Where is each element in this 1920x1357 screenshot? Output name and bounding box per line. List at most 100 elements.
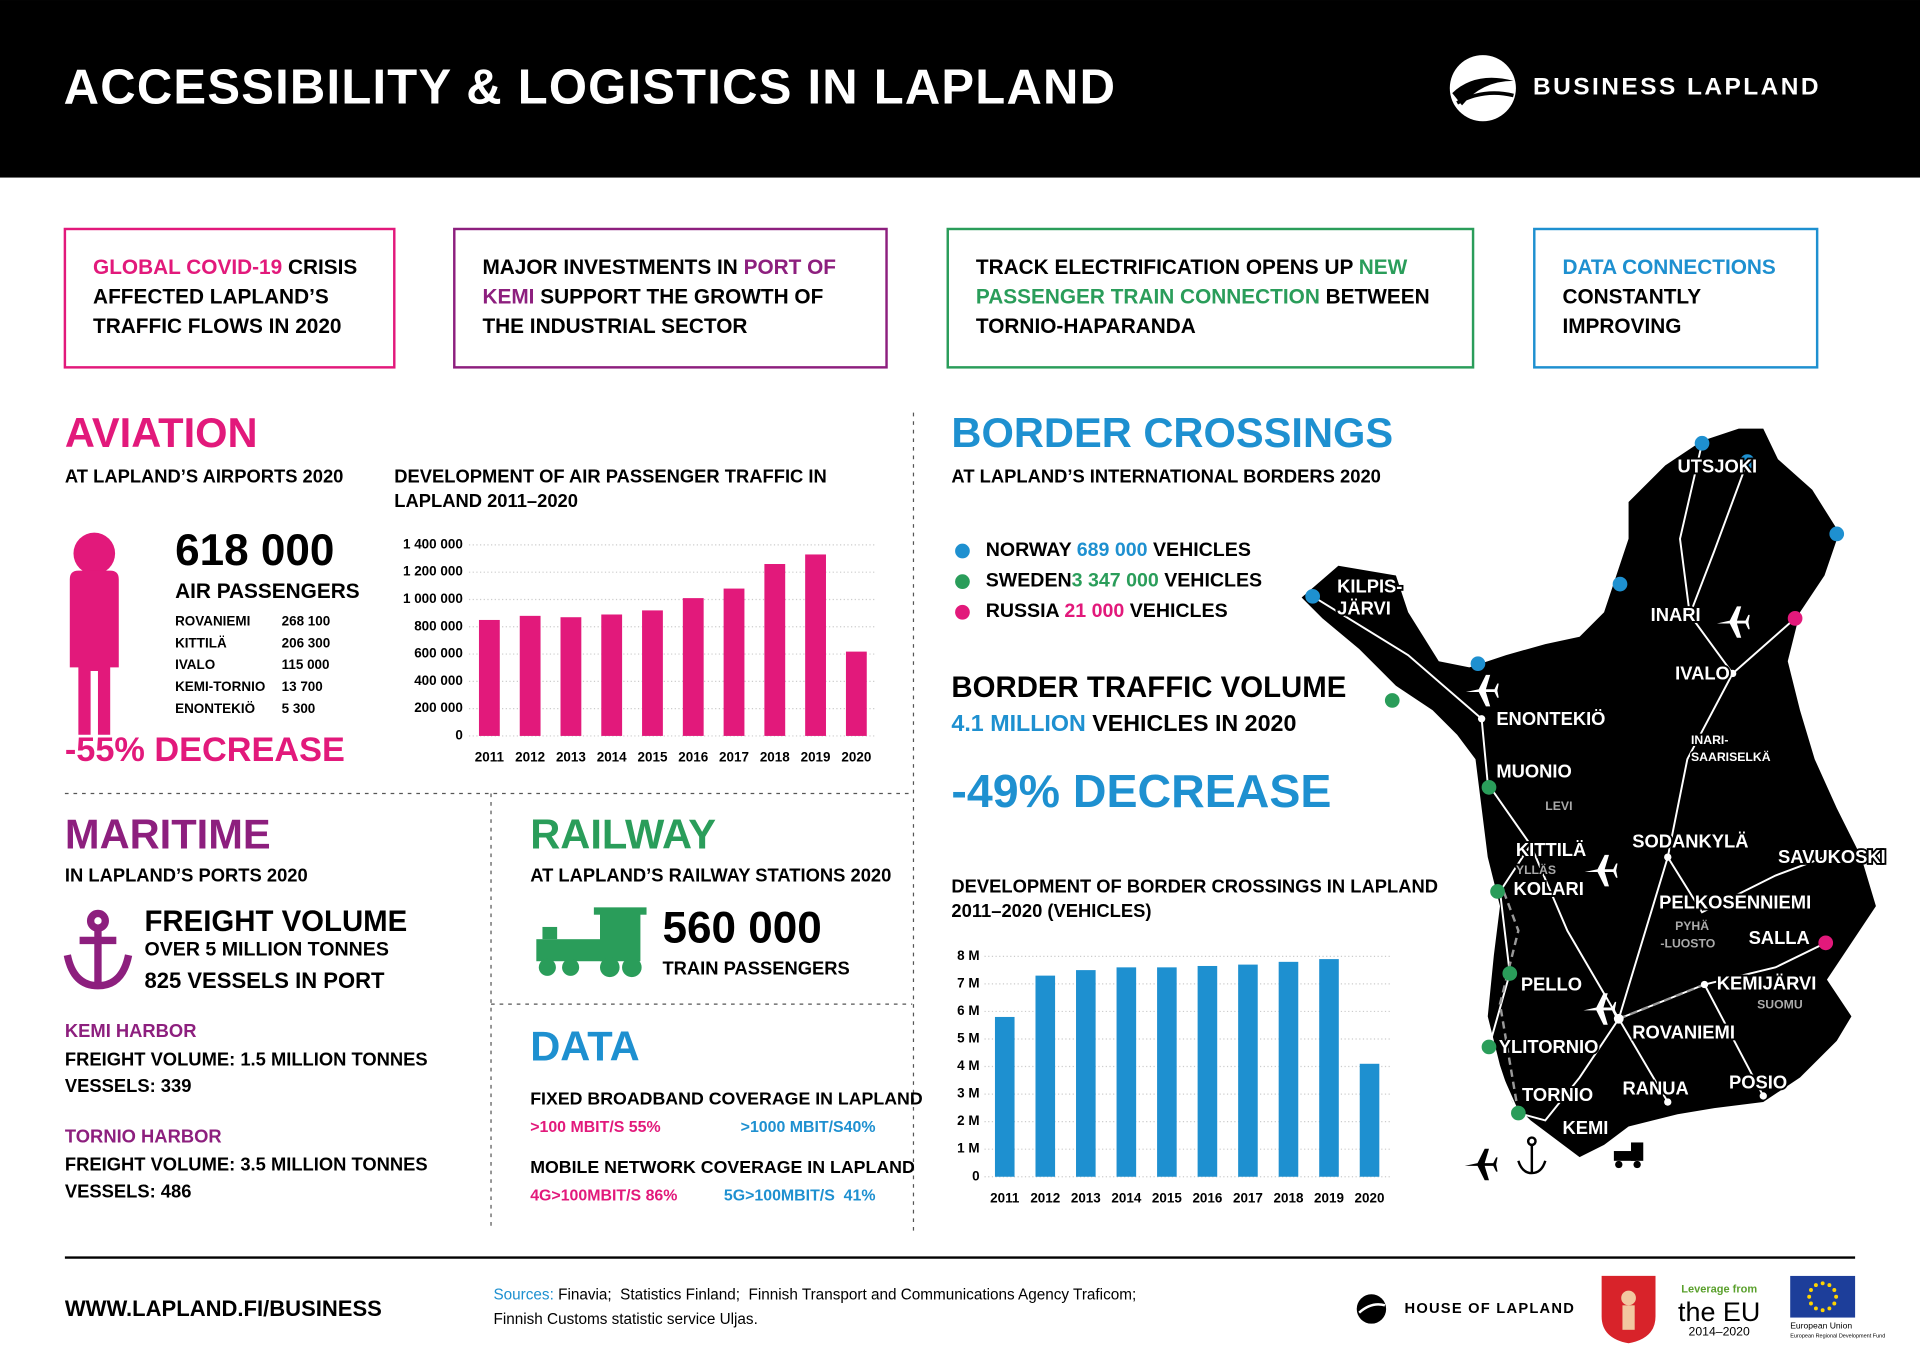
x-tick-label: 2015: [1152, 1190, 1182, 1205]
highlight-box: [453, 227, 888, 369]
text-segment: VEHICLES: [1148, 539, 1251, 561]
text-segment: IMPROVING: [1562, 314, 1681, 337]
eu-leverage: 2014–2020: [1689, 1324, 1750, 1338]
x-tick-label: 2012: [515, 750, 545, 765]
eu-star: [1827, 1306, 1832, 1311]
place-label: KEMI: [1562, 1117, 1608, 1138]
airport-name: ROVANIEMI: [175, 614, 250, 629]
eu-star: [1813, 1306, 1818, 1311]
y-tick-label: 800 000: [414, 618, 463, 633]
text-segment: NORWAY: [986, 539, 1077, 561]
place-label: TORNIO: [1522, 1084, 1593, 1105]
bar: [682, 598, 704, 736]
text-segment: PASSENGER TRAIN CONNECTION: [976, 285, 1320, 308]
airport-name: KEMI-TORNIO: [175, 679, 265, 694]
text-segment: THE INDUSTRIAL SECTOR: [482, 314, 747, 337]
x-tick-label: 2015: [638, 750, 668, 765]
border-crossing-dot: [1612, 576, 1628, 592]
x-tick-label: 2017: [1233, 1190, 1263, 1205]
place-label: PYHÄ: [1675, 918, 1709, 933]
border-crossing-dot: [1490, 884, 1505, 899]
text-segment: Sources:: [493, 1287, 553, 1304]
text-segment: SWEDEN: [986, 570, 1072, 592]
border-crossing-dot: [1502, 966, 1518, 981]
y-tick-label: 1 200 000: [403, 564, 463, 579]
border-crossing-dot: [1787, 611, 1803, 626]
text-segment: KEMI: [482, 285, 534, 308]
coverage-value: 4G>100MBIT/S 86%: [530, 1188, 677, 1205]
website: WWW.LAPLAND.FI/BUSINESS: [65, 1296, 382, 1321]
person-icon: [69, 532, 119, 735]
headline-label: TRAIN PASSENGERS: [662, 958, 849, 979]
place-label: SODANKYLÄ: [1632, 830, 1748, 851]
coverage-title: FIXED BROADBAND COVERAGE IN LAPLAND: [530, 1088, 923, 1108]
legend-entry: SWEDEN3 347 000 VEHICLES: [986, 570, 1262, 592]
place-label: YLLÄS: [1516, 862, 1556, 877]
y-tick-label: 4 M: [957, 1058, 979, 1073]
x-tick-label: 2014: [1111, 1190, 1141, 1205]
text-segment: MAJOR INVESTMENTS IN: [482, 256, 743, 279]
text-segment: 689 000: [1077, 539, 1148, 561]
map: [1301, 428, 1876, 1181]
border-crossing-dot: [1818, 935, 1834, 951]
y-tick-label: 600 000: [414, 646, 463, 661]
footer-logos: [1356, 1275, 1856, 1344]
bar: [1238, 964, 1258, 1177]
y-tick-label: 6 M: [957, 1003, 979, 1018]
place-label: SUOMU: [1757, 998, 1803, 1012]
bar: [478, 619, 500, 736]
harbor-name: TORNIO HARBOR: [65, 1125, 222, 1146]
text-segment: AFFECTED LAPLAND’S: [93, 285, 329, 308]
eu-star: [1827, 1283, 1832, 1288]
bar: [994, 1016, 1015, 1177]
text-segment: CRISIS: [282, 256, 357, 279]
headline-number: 618 000: [175, 526, 334, 575]
sources-line: Finnish Customs statistic service Uljas.: [493, 1311, 757, 1328]
x-tick-label: 2020: [1355, 1190, 1385, 1205]
train-icon: [536, 907, 647, 978]
coverage-value: >100 MBIT/S 55%: [530, 1119, 660, 1136]
section-title: RAILWAY: [530, 811, 716, 858]
y-tick-label: 3 M: [957, 1086, 979, 1101]
railway-line: [1618, 983, 1705, 1020]
section-title: MARITIME: [65, 811, 271, 858]
eu-label: European Union: [1790, 1320, 1852, 1330]
bar: [805, 554, 826, 736]
eu-star: [1809, 1288, 1813, 1292]
place-label: INARI: [1651, 604, 1701, 625]
x-tick-label: 2013: [556, 750, 586, 765]
y-tick-label: 1 000 000: [403, 591, 463, 606]
x-tick-label: 2014: [597, 750, 627, 765]
bar: [1197, 965, 1218, 1177]
highlight-text: CONSTANTLY: [1562, 285, 1701, 308]
text-segment: 4.1 MILLION: [951, 710, 1085, 736]
legend-dot: [955, 574, 970, 589]
text-segment: GLOBAL COVID-19: [93, 256, 282, 279]
text-segment: Finavia; Statistics Finland; Finnish Tra…: [554, 1287, 1136, 1304]
bar: [1319, 959, 1339, 1177]
airport-value: 206 300: [282, 635, 331, 650]
airport-value: 268 100: [282, 614, 331, 629]
bar: [1157, 967, 1177, 1177]
highlight-box: [1533, 227, 1819, 369]
x-tick-label: 2016: [1192, 1190, 1222, 1205]
eu-star: [1820, 1308, 1825, 1313]
highlight-text: IMPROVING: [1562, 314, 1681, 337]
place-label: LEVI: [1545, 799, 1572, 813]
brand-name: BUSINESS LAPLAND: [1533, 74, 1821, 101]
place-label: -LUOSTO: [1660, 936, 1715, 950]
section-subtitle: AT LAPLAND’S AIRPORTS 2020: [65, 465, 344, 486]
anchor-icon: [63, 909, 133, 990]
text-segment: PORT OF: [744, 256, 836, 279]
airport-value: 13 700: [282, 679, 323, 694]
coverage-value: >1000 MBIT/S40%: [741, 1119, 876, 1136]
section-subtitle: AT LAPLAND’S INTERNATIONAL BORDERS 2020: [951, 465, 1380, 486]
airport-name: ENONTEKIÖ: [175, 701, 255, 716]
border-crossing-dot: [1511, 1105, 1526, 1121]
eu-star: [1820, 1281, 1825, 1286]
brand-logo: [1449, 55, 1516, 122]
border-crossing-dot: [1481, 1039, 1497, 1055]
airport-value: 5 300: [282, 701, 316, 716]
text-segment: NEW: [1359, 256, 1408, 279]
bar: [723, 588, 745, 736]
